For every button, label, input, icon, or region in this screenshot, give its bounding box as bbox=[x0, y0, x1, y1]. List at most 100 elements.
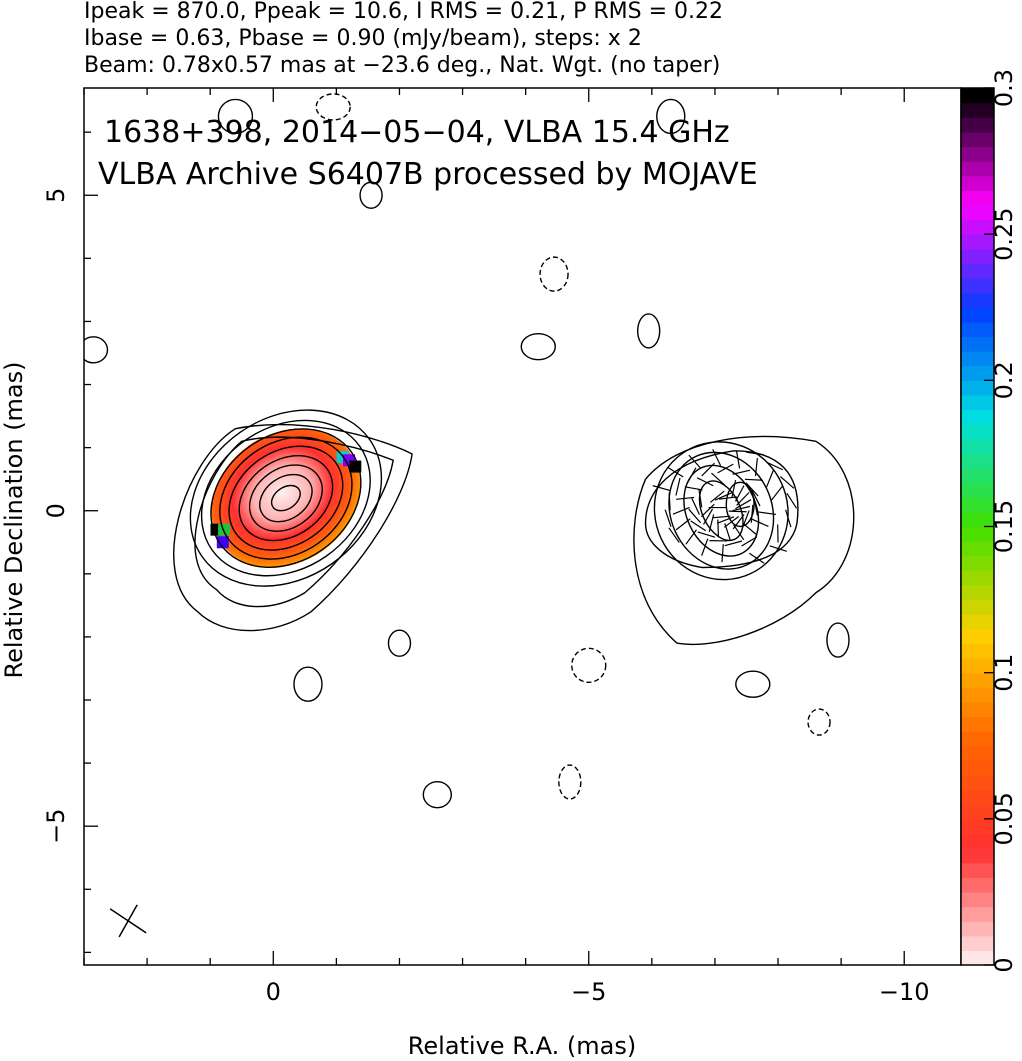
colorbar-step bbox=[961, 614, 994, 630]
colorbar-step bbox=[961, 745, 994, 761]
colorbar-step bbox=[961, 336, 994, 352]
colorbar-tick-label: 0 bbox=[990, 957, 1018, 972]
evpa-vector bbox=[758, 511, 777, 516]
x-axis-title: Relative R.A. (mas) bbox=[408, 1032, 636, 1060]
evpa-vector bbox=[750, 504, 754, 523]
colorbar-step bbox=[961, 497, 994, 513]
colorbar-step bbox=[961, 292, 994, 308]
evpa-vector bbox=[754, 458, 758, 477]
y-tick-label: −5 bbox=[42, 808, 70, 843]
colorbar-step bbox=[961, 161, 994, 177]
x-axis-ticks: 0 −5 −10 bbox=[83, 88, 930, 1006]
evpa-vector bbox=[735, 450, 741, 469]
evpa-vector bbox=[701, 462, 715, 477]
evpa-vector bbox=[714, 492, 732, 501]
colorbar-step bbox=[961, 394, 994, 411]
evpa-vector bbox=[664, 509, 672, 527]
evpa-vector bbox=[732, 469, 751, 475]
evpa-vector bbox=[696, 477, 714, 487]
core-contour bbox=[259, 473, 313, 523]
colorbar-step bbox=[961, 146, 994, 162]
evpa-vector bbox=[735, 499, 752, 510]
jet-contour bbox=[653, 441, 789, 581]
negative-contour bbox=[571, 647, 607, 684]
evpa-vector bbox=[668, 492, 671, 511]
evpa-vector bbox=[684, 486, 703, 491]
colorbar-step bbox=[961, 88, 994, 104]
evpa-vector bbox=[753, 497, 759, 516]
colorbar-step bbox=[961, 848, 994, 864]
source-title: 1638+398, 2014−05−04, VLBA 15.4 GHz bbox=[104, 115, 730, 150]
jet-contours bbox=[633, 435, 855, 646]
colorbar-step bbox=[961, 131, 994, 148]
positive-contour bbox=[656, 98, 686, 135]
core-contour bbox=[210, 428, 362, 568]
evpa-vector bbox=[742, 510, 750, 528]
evpa-vector bbox=[709, 490, 725, 503]
colorbar-step bbox=[961, 190, 994, 206]
colorbar-step bbox=[961, 219, 994, 235]
evpa-vector bbox=[742, 523, 758, 536]
colorbar bbox=[960, 87, 995, 966]
evpa-vector bbox=[746, 451, 765, 456]
colorbar-step bbox=[961, 643, 994, 659]
jet-contour bbox=[698, 480, 744, 542]
core-polarization-patch bbox=[210, 428, 362, 568]
evpa-vector bbox=[741, 536, 758, 547]
evpa-vector bbox=[771, 485, 784, 501]
core-contour bbox=[219, 436, 353, 560]
colorbar-step bbox=[961, 541, 994, 557]
positive-contour bbox=[359, 181, 383, 209]
colorbar-step bbox=[961, 687, 994, 703]
colorbar-step bbox=[961, 584, 994, 601]
colorbar-step bbox=[961, 891, 994, 908]
evpa-vector bbox=[708, 514, 715, 532]
evpa-vector bbox=[765, 470, 774, 488]
evpa-vector bbox=[751, 518, 769, 528]
colorbar-tick-label: 0.2 bbox=[990, 361, 1018, 399]
colorbar-step bbox=[961, 307, 994, 323]
polarization-pixel bbox=[216, 536, 229, 549]
jet-outer-contour bbox=[633, 435, 855, 646]
colorbar-step bbox=[961, 234, 994, 250]
evpa-vector bbox=[724, 540, 743, 547]
positive-contour bbox=[387, 629, 412, 657]
colorbar-step bbox=[961, 599, 994, 615]
polarization-pixel bbox=[349, 460, 362, 473]
colorbar-step bbox=[961, 409, 994, 425]
jet-contour bbox=[644, 450, 799, 569]
colorbar-step bbox=[961, 570, 994, 586]
evpa-vector bbox=[733, 524, 745, 541]
colorbar-tick-label: 0.1 bbox=[990, 654, 1018, 692]
evpa-vector bbox=[703, 508, 714, 525]
negative-contour bbox=[315, 93, 351, 121]
positive-contour bbox=[422, 780, 453, 809]
x-tick-label: −10 bbox=[879, 978, 930, 1006]
core-contour bbox=[238, 454, 334, 542]
positive-contour bbox=[293, 666, 323, 702]
colorbar-step bbox=[961, 804, 994, 820]
core-polarization-fill bbox=[211, 428, 361, 568]
colorbar-step bbox=[961, 760, 994, 776]
core-outer-contour bbox=[173, 423, 413, 632]
colorbar-step bbox=[961, 818, 994, 835]
evpa-vector bbox=[688, 454, 702, 469]
colorbar-step bbox=[961, 628, 994, 645]
beam-cross bbox=[109, 904, 147, 938]
colorbar-tick-label: 0.25 bbox=[990, 207, 1018, 260]
evpa-vector bbox=[697, 531, 716, 538]
colorbar-tick-label: 0.3 bbox=[990, 69, 1018, 107]
evpa-vector bbox=[698, 489, 703, 508]
core-contour bbox=[189, 409, 383, 587]
evpa-vector bbox=[691, 498, 700, 515]
evpa-vector bbox=[736, 491, 750, 506]
colorbar-step bbox=[961, 658, 994, 674]
evpa-vector bbox=[719, 496, 738, 500]
colorbar-step bbox=[961, 877, 994, 893]
evpa-vector bbox=[675, 477, 681, 496]
positive-contour bbox=[735, 670, 771, 698]
negative-contour bbox=[558, 764, 582, 800]
evpa-vector bbox=[716, 516, 735, 524]
colorbar-step bbox=[961, 175, 994, 191]
y-axis-title: Relative Declination (mas) bbox=[0, 361, 28, 678]
